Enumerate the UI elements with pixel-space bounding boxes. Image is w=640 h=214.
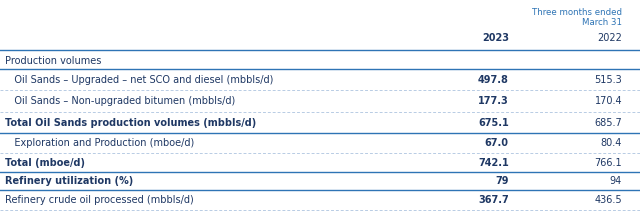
Text: Exploration and Production (mboe/d): Exploration and Production (mboe/d) <box>5 138 195 148</box>
Text: 766.1: 766.1 <box>595 158 622 168</box>
Text: 170.4: 170.4 <box>595 96 622 106</box>
Text: March 31: March 31 <box>582 18 622 27</box>
Text: 685.7: 685.7 <box>595 118 622 128</box>
Text: 675.1: 675.1 <box>478 118 509 128</box>
Text: 742.1: 742.1 <box>478 158 509 168</box>
Text: Oil Sands – Upgraded – net SCO and diesel (mbbls/d): Oil Sands – Upgraded – net SCO and diese… <box>5 75 273 85</box>
Text: Total (mboe/d): Total (mboe/d) <box>5 158 85 168</box>
Text: 2023: 2023 <box>482 33 509 43</box>
Text: 94: 94 <box>610 176 622 186</box>
Text: 436.5: 436.5 <box>595 195 622 205</box>
Text: Three months ended: Three months ended <box>532 8 622 17</box>
Text: 497.8: 497.8 <box>478 75 509 85</box>
Text: 67.0: 67.0 <box>485 138 509 148</box>
Text: Refinery utilization (%): Refinery utilization (%) <box>5 176 133 186</box>
Text: 515.3: 515.3 <box>595 75 622 85</box>
Text: 80.4: 80.4 <box>601 138 622 148</box>
Text: 177.3: 177.3 <box>478 96 509 106</box>
Text: Total Oil Sands production volumes (mbbls/d): Total Oil Sands production volumes (mbbl… <box>5 118 257 128</box>
Text: Oil Sands – Non-upgraded bitumen (mbbls/d): Oil Sands – Non-upgraded bitumen (mbbls/… <box>5 96 236 106</box>
Text: Production volumes: Production volumes <box>5 56 102 66</box>
Text: 2022: 2022 <box>597 33 622 43</box>
Text: 367.7: 367.7 <box>478 195 509 205</box>
Text: 79: 79 <box>495 176 509 186</box>
Text: Refinery crude oil processed (mbbls/d): Refinery crude oil processed (mbbls/d) <box>5 195 194 205</box>
